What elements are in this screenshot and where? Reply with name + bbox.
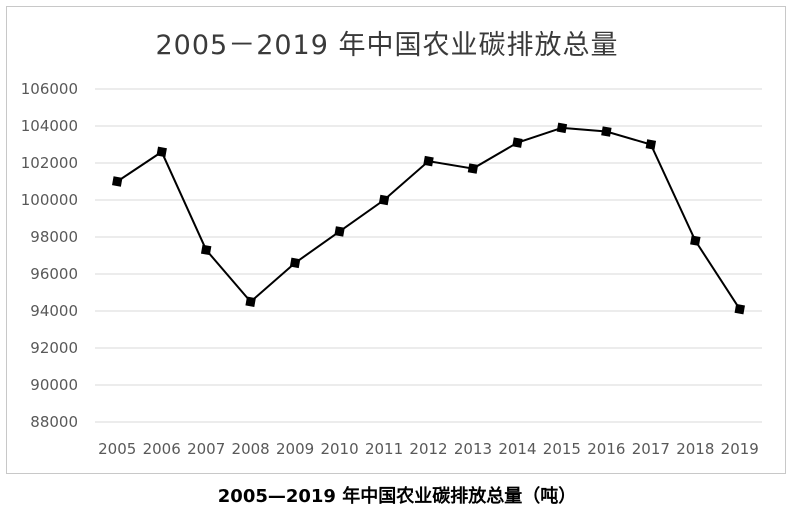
x-tick-label: 2015 — [543, 440, 581, 458]
data-point — [289, 257, 301, 269]
x-tick-label: 2011 — [365, 440, 403, 458]
y-tick-label: 104000 — [21, 117, 78, 135]
x-tick-label: 2009 — [276, 440, 314, 458]
x-tick-label: 2013 — [454, 440, 492, 458]
y-tick-label: 96000 — [30, 265, 78, 283]
y-tick-label: 90000 — [30, 376, 78, 394]
data-point — [645, 139, 657, 150]
y-tick-label: 100000 — [21, 191, 78, 209]
y-tick-label: 102000 — [21, 154, 78, 172]
x-tick-label: 2007 — [187, 440, 225, 458]
data-point — [512, 137, 523, 148]
y-tick-label: 98000 — [30, 228, 78, 246]
x-tick-label: 2017 — [632, 440, 670, 458]
chart-title: 2005－2019 年中国农业碳排放总量 — [155, 30, 619, 61]
data-point — [156, 146, 167, 158]
x-tick-label: 2014 — [498, 440, 536, 458]
x-tick-label: 2018 — [676, 440, 714, 458]
data-point — [200, 244, 212, 256]
series-line — [116, 126, 741, 310]
data-point — [556, 122, 568, 134]
chart-frame: 2005－2019 年中国农业碳排放总量 — [6, 6, 786, 474]
x-tick-label: 2010 — [320, 440, 358, 458]
x-tick-label: 2019 — [721, 440, 759, 458]
x-tick-label: 2005 — [98, 440, 136, 458]
data-point — [245, 296, 256, 307]
x-tick-label: 2006 — [143, 440, 181, 458]
data-point — [467, 163, 479, 174]
data-point — [423, 155, 434, 167]
y-tick-label: 92000 — [30, 339, 78, 357]
data-point — [112, 176, 123, 187]
y-tick-label: 106000 — [21, 80, 78, 98]
x-tick-label: 2016 — [587, 440, 625, 458]
y-tick-label: 88000 — [30, 413, 78, 431]
data-point — [334, 226, 345, 237]
data-point — [378, 194, 390, 206]
data-point — [601, 126, 612, 137]
x-tick-label: 2012 — [409, 440, 447, 458]
data-point — [690, 235, 701, 246]
data-point — [734, 303, 745, 315]
x-tick-label: 2008 — [232, 440, 270, 458]
y-tick-label: 94000 — [30, 302, 78, 320]
figure-caption: 2005—2019 年中国农业碳排放总量（吨） — [217, 486, 577, 507]
line-chart: 88000 90000 92000 94000 96000 98000 100000 1020… — [21, 80, 762, 458]
